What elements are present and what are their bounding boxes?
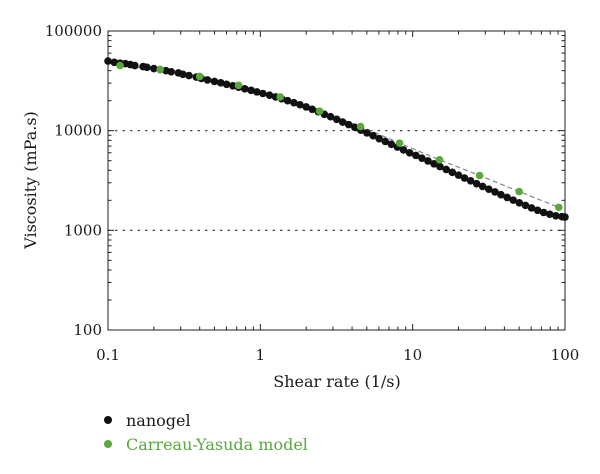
nanogel-point	[412, 151, 420, 160]
nanogel-point	[229, 81, 237, 90]
plot-frame	[107, 30, 566, 331]
y-tick-label: 1000	[64, 221, 102, 239]
nanogel-point	[375, 134, 384, 143]
grid-lines	[107, 130, 566, 231]
x-tick-label: 1	[256, 346, 266, 364]
legend-marker-nanogel	[104, 416, 112, 424]
nanogel-point	[533, 206, 542, 215]
nanogel-point	[466, 177, 475, 185]
x-axis-label: Shear rate (1/s)	[273, 372, 400, 391]
nanogel-point	[240, 85, 249, 93]
nanogel-point	[302, 103, 310, 111]
nanogel-point	[104, 57, 112, 65]
nanogel-point	[448, 168, 457, 177]
nanogel-point	[491, 188, 499, 196]
nanogel-point	[430, 160, 438, 168]
nanogel-point	[308, 105, 316, 114]
nanogel-point	[387, 140, 396, 149]
nanogel-point	[203, 76, 212, 84]
nanogel-point	[399, 146, 408, 154]
nanogel-point	[381, 137, 390, 146]
x-tick-label: 0.1	[96, 346, 120, 364]
nanogel-point	[110, 58, 119, 67]
nanogel-point	[283, 96, 292, 105]
nanogel-point	[338, 118, 347, 126]
nanogel-point	[539, 208, 548, 217]
nanogel-point	[290, 98, 298, 107]
nanogel-point	[424, 157, 432, 165]
nanogel-point	[131, 61, 139, 70]
nanogel-point	[472, 179, 481, 188]
nanogel-point	[405, 148, 414, 157]
carreau-yasuda-point	[315, 107, 324, 115]
carreau-yasuda-point	[356, 122, 365, 131]
model-curve	[120, 65, 560, 208]
nanogel-point	[497, 190, 505, 199]
nanogel-point	[418, 154, 426, 162]
carreau-yasuda-point	[156, 65, 164, 74]
x-tick-label: 100	[551, 346, 580, 364]
nanogel-point	[222, 80, 231, 89]
nanogel-point	[253, 88, 261, 96]
nanogel-point	[369, 131, 377, 140]
nanogel-point	[478, 182, 487, 191]
x-tick-labels: 0.1 1 10 100	[96, 346, 579, 364]
nanogel-point	[454, 171, 463, 179]
data-marks	[104, 57, 569, 221]
carreau-yasuda-point	[116, 61, 124, 70]
carreau-yasuda-point	[195, 72, 204, 81]
y-tick-label: 100000	[45, 22, 102, 40]
nanogel-point	[259, 89, 267, 98]
legend: nanogel Carreau-Yasuda model	[104, 408, 308, 456]
nanogel-point	[332, 115, 341, 124]
nanogel-point	[503, 193, 511, 202]
nanogel-point	[561, 213, 569, 221]
nanogel-point	[216, 79, 225, 87]
carreau-yasuda-point	[475, 171, 484, 180]
legend-item-nanogel: nanogel	[104, 408, 308, 432]
carreau-yasuda-point	[276, 93, 284, 101]
nanogel-point	[179, 70, 187, 79]
y-axis-label: Viscosity (mPa.s)	[21, 111, 40, 250]
nanogel-point	[460, 174, 469, 182]
x-tick-label: 10	[403, 346, 422, 364]
nanogel-point	[552, 211, 560, 220]
nanogel-point	[326, 112, 335, 121]
nanogel-point	[351, 123, 359, 132]
nanogel-point	[527, 204, 536, 212]
carreau-yasuda-point	[395, 139, 404, 147]
nanogel-point	[344, 120, 353, 129]
nanogel-point	[296, 100, 304, 109]
nanogel-point	[521, 201, 530, 210]
nanogel-point	[150, 64, 158, 73]
carreau-yasuda-point	[234, 81, 243, 90]
y-tick-label: 100	[73, 321, 102, 339]
carreau-yasuda-point	[554, 203, 563, 212]
nanogel-point	[436, 162, 444, 171]
carreau-yasuda-point	[515, 187, 523, 196]
legend-label-nanogel: nanogel	[126, 410, 191, 430]
nanogel-point	[442, 165, 450, 174]
nanogel-point	[363, 129, 371, 137]
nanogel-point	[185, 71, 193, 80]
plot-border	[107, 30, 566, 331]
nanogel-point	[265, 91, 274, 99]
legend-label-carreau-yasuda: Carreau-Yasuda model	[126, 434, 308, 454]
carreau-yasuda-point	[435, 156, 444, 164]
nanogel-point	[247, 86, 255, 95]
nanogel-point	[484, 185, 493, 193]
nanogel-point	[515, 198, 524, 207]
y-tick-label: 10000	[54, 122, 102, 140]
nanogel-point	[509, 196, 517, 204]
legend-item-carreau-yasuda: Carreau-Yasuda model	[104, 432, 308, 456]
nanogel-point	[167, 67, 176, 76]
y-tick-labels: 100 1000 10000 100000	[45, 22, 102, 339]
nanogel-point	[210, 77, 219, 86]
nanogel-point	[545, 210, 554, 219]
nanogel-point	[143, 63, 151, 72]
axis-ticks	[107, 31, 566, 331]
legend-marker-carreau-yasuda	[104, 440, 112, 448]
